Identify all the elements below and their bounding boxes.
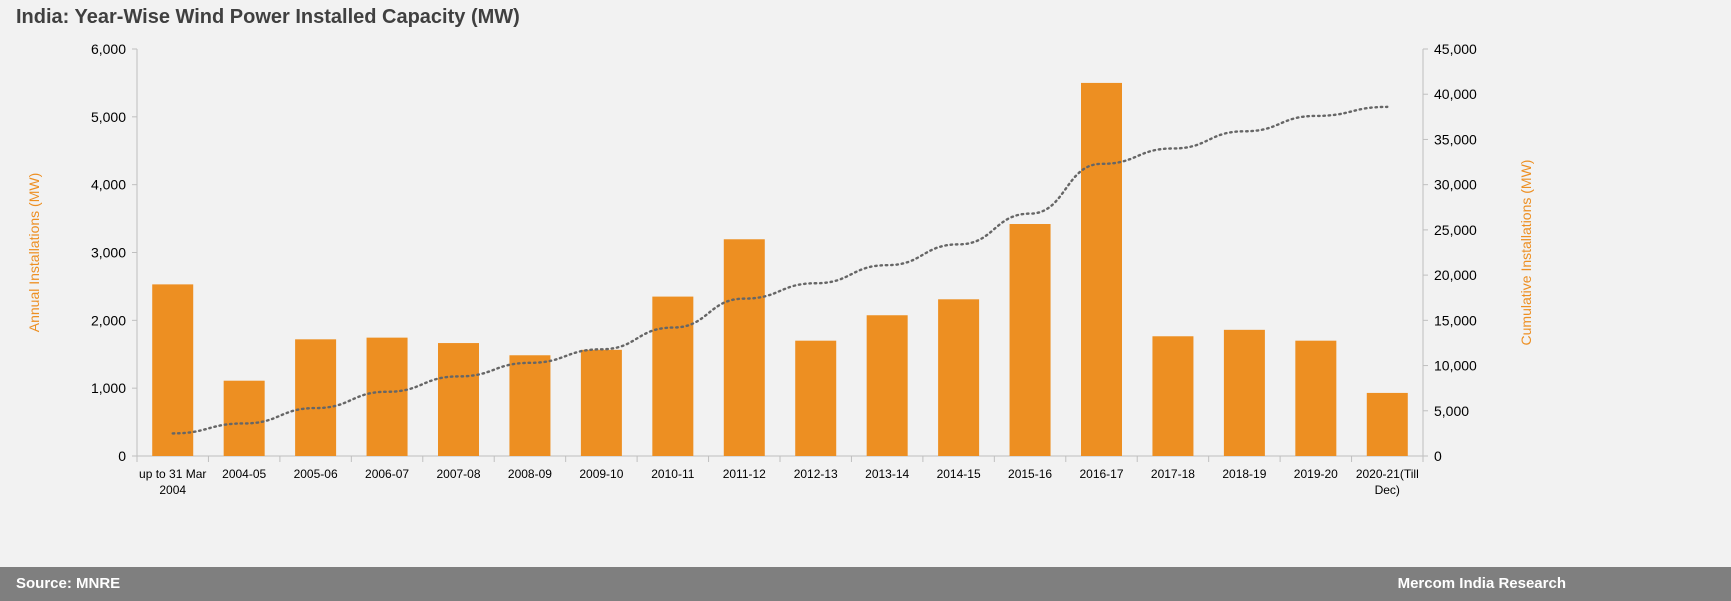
left-tick-label: 6,000	[91, 41, 126, 57]
category-label: 2017-18	[1151, 467, 1195, 481]
category-label: 2004	[159, 483, 186, 497]
category-label: Dec)	[1375, 483, 1400, 497]
annual-bar	[723, 239, 765, 456]
right-tick-label: 5,000	[1434, 403, 1469, 419]
chart-title: India: Year-Wise Wind Power Installed Ca…	[16, 6, 520, 28]
category-label: 2015-16	[1008, 467, 1052, 481]
footer-bar: Source: MNRE Mercom India Research	[0, 567, 1731, 601]
annual-bar	[652, 296, 694, 456]
left-tick-label: 4,000	[91, 177, 126, 193]
right-tick-label: 30,000	[1434, 177, 1477, 193]
annual-bar	[580, 349, 622, 456]
category-label: 2012-13	[794, 467, 838, 481]
category-label: 2006-07	[365, 467, 409, 481]
annual-bar	[438, 343, 479, 456]
annual-bar	[1152, 336, 1194, 456]
brand-label: Mercom India Research	[1397, 575, 1566, 592]
category-label: 2018-19	[1222, 467, 1266, 481]
right-axis-title: Cumulative Installations (MW)	[1518, 160, 1534, 346]
category-label: 2008-09	[508, 467, 552, 481]
annual-bar	[1081, 82, 1122, 457]
category-label: 2010-11	[651, 467, 694, 481]
left-tick-label: 5,000	[91, 109, 126, 125]
right-tick-label: 45,000	[1434, 41, 1477, 57]
category-label: 2014-15	[937, 467, 981, 481]
category-label: 2020-21(Till	[1356, 467, 1419, 481]
wind-capacity-chart: 0 1,000 2,000 3,000 4,000 5,000 6,000 0 5,000 10,…	[26, 41, 1534, 497]
category-label: up to 31 Mar	[139, 467, 206, 481]
left-axis-title: Annual Installations (MW)	[26, 173, 42, 333]
category-label: 2005-06	[294, 467, 338, 481]
right-tick-label: 10,000	[1434, 358, 1477, 374]
annual-bar	[938, 299, 980, 456]
annual-bar	[295, 339, 337, 456]
right-tick-label: 15,000	[1434, 312, 1477, 328]
annual-bar	[1366, 392, 1408, 456]
left-tick-label: 3,000	[91, 245, 126, 261]
annual-bar	[366, 337, 408, 456]
cumulative-line	[171, 105, 1389, 435]
category-label: 2007-08	[436, 467, 480, 481]
annual-bar	[1295, 340, 1337, 456]
annual-bar	[223, 380, 265, 456]
category-label: 2013-14	[865, 467, 909, 481]
left-tick-label: 1,000	[91, 380, 126, 396]
source-label: Source: MNRE	[16, 575, 121, 592]
right-tick-label: 35,000	[1434, 131, 1477, 147]
category-label: 2016-17	[1079, 467, 1123, 481]
right-tick-label: 20,000	[1434, 267, 1477, 283]
annual-bar	[1223, 329, 1265, 456]
category-label: 2019-20	[1294, 467, 1338, 481]
annual-bar	[866, 315, 908, 456]
right-tick-label: 40,000	[1434, 86, 1477, 102]
annual-bar	[795, 340, 837, 456]
annual-bar	[1009, 224, 1051, 456]
category-label: 2011-12	[723, 467, 766, 481]
right-tick-label: 25,000	[1434, 222, 1477, 238]
category-label: 2004-05	[222, 467, 266, 481]
annual-bar	[509, 355, 551, 456]
category-label: 2009-10	[579, 467, 623, 481]
right-tick-label: 0	[1434, 448, 1442, 464]
annual-bar	[152, 284, 194, 456]
left-tick-label: 0	[118, 448, 126, 464]
left-tick-label: 2,000	[91, 312, 126, 328]
